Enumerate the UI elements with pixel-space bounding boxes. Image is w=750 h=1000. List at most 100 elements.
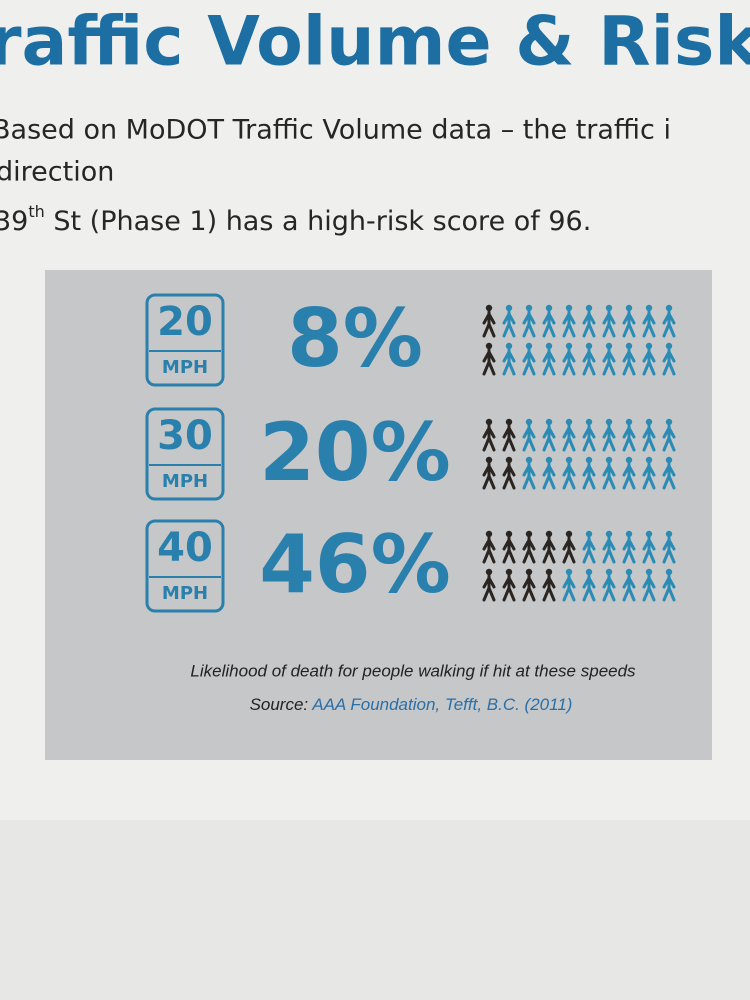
- walker: [602, 456, 616, 490]
- figure-row: [482, 530, 676, 564]
- walker-body: [562, 424, 576, 452]
- speed: 40: [157, 525, 213, 571]
- walker: [582, 456, 596, 490]
- walker-body: [562, 536, 576, 564]
- walker: [482, 456, 496, 490]
- source-link: AAA Foundation, Tefft, B.C. (2011): [311, 695, 572, 714]
- walker-head: [525, 530, 533, 538]
- walker-head: [545, 456, 553, 464]
- walker: [482, 568, 496, 602]
- walker-head: [565, 568, 573, 576]
- walker-head: [565, 530, 573, 538]
- walker: [562, 418, 576, 452]
- speed-unit: MPH: [162, 357, 208, 378]
- rows: 20 MPH 8% 30 MPH 20% 40 MPH 46%: [145, 292, 676, 613]
- walker-body: [542, 424, 556, 452]
- walker-head: [485, 456, 493, 464]
- walker-body: [642, 348, 656, 376]
- body-line: direction: [0, 157, 114, 188]
- walker: [482, 530, 496, 564]
- walker-body: [602, 310, 616, 338]
- walker-body: [662, 348, 676, 376]
- walker-head: [645, 304, 653, 312]
- figure-row: [482, 456, 676, 490]
- walker-head: [545, 418, 553, 426]
- walker-head: [505, 304, 513, 312]
- walker-body: [562, 462, 576, 490]
- walker-head: [625, 456, 633, 464]
- walker: [662, 568, 676, 602]
- percent: 20%: [259, 406, 450, 499]
- walker: [502, 568, 516, 602]
- speed: 20: [157, 299, 213, 345]
- walker: [562, 342, 576, 376]
- walker-head: [505, 568, 513, 576]
- walker: [482, 418, 496, 452]
- walker-body: [582, 462, 596, 490]
- walker: [622, 418, 636, 452]
- walker-head: [525, 342, 533, 350]
- speed: 30: [157, 413, 213, 459]
- walker-body: [622, 310, 636, 338]
- title: raffic Volume & Risk A: [0, 3, 750, 82]
- walker-head: [665, 304, 673, 312]
- walker: [622, 568, 636, 602]
- walker: [582, 530, 596, 564]
- walker: [482, 304, 496, 338]
- walker-body: [602, 574, 616, 602]
- walker-head: [545, 530, 553, 538]
- walker-head: [625, 304, 633, 312]
- walker-head: [565, 304, 573, 312]
- walker-body: [602, 462, 616, 490]
- walker-body: [662, 462, 676, 490]
- walker: [502, 418, 516, 452]
- walker-head: [585, 418, 593, 426]
- walker: [502, 304, 516, 338]
- walker: [502, 530, 516, 564]
- walker: [662, 456, 676, 490]
- walker: [522, 304, 536, 338]
- walker-body: [522, 536, 536, 564]
- walker: [562, 530, 576, 564]
- walker: [582, 568, 596, 602]
- walker-head: [625, 568, 633, 576]
- walker-head: [565, 456, 573, 464]
- walker: [582, 304, 596, 338]
- walker-head: [625, 418, 633, 426]
- walker-body: [502, 424, 516, 452]
- walker-body: [582, 574, 596, 602]
- source-label: Source:: [250, 695, 309, 714]
- walker-body: [622, 536, 636, 564]
- walker-body: [482, 574, 496, 602]
- figure-row: [482, 342, 676, 376]
- walker-body: [502, 348, 516, 376]
- walker-body: [482, 424, 496, 452]
- walker: [602, 568, 616, 602]
- walker-head: [525, 568, 533, 576]
- walker-body: [522, 574, 536, 602]
- walker-body: [562, 574, 576, 602]
- walker: [602, 304, 616, 338]
- walker-body: [482, 348, 496, 376]
- walker-head: [585, 342, 593, 350]
- walker-head: [665, 418, 673, 426]
- walker: [522, 456, 536, 490]
- walker: [662, 530, 676, 564]
- walker-body: [522, 310, 536, 338]
- walker: [542, 342, 556, 376]
- walker-body: [582, 310, 596, 338]
- walker-head: [585, 568, 593, 576]
- walker-head: [525, 304, 533, 312]
- figure-row: [482, 568, 676, 602]
- walker-head: [485, 418, 493, 426]
- walker: [602, 530, 616, 564]
- walker-body: [662, 310, 676, 338]
- walker-head: [485, 568, 493, 576]
- walker-head: [645, 530, 653, 538]
- walker-head: [585, 304, 593, 312]
- superscript: th: [28, 202, 44, 221]
- walker-head: [525, 418, 533, 426]
- walker-head: [605, 530, 613, 538]
- walker-body: [642, 574, 656, 602]
